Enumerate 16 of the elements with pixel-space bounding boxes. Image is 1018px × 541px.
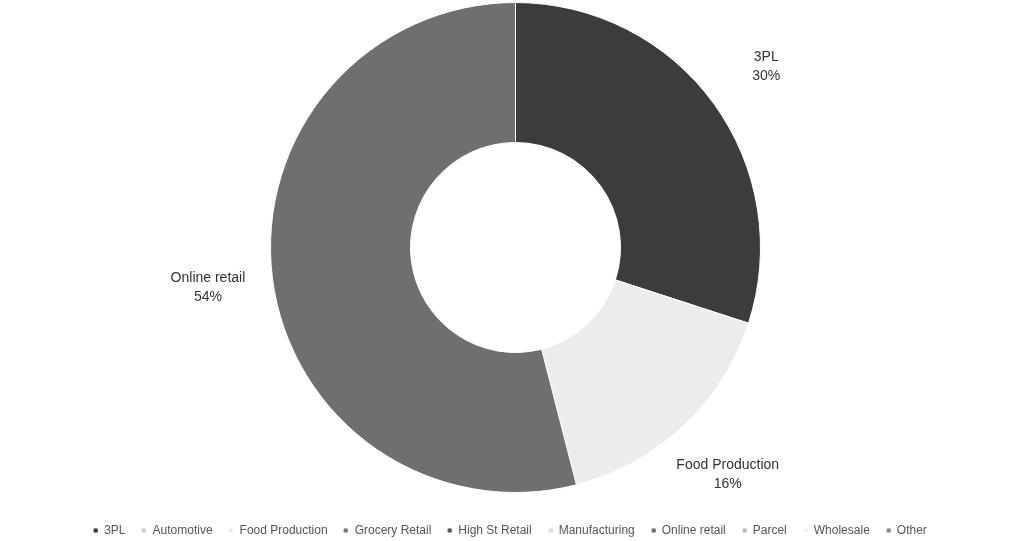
slice-label: Food Production [676,455,780,472]
data-label: 54% [193,287,222,304]
legend-label: Grocery Retail [354,523,432,537]
legend-label: Manufacturing [558,523,635,537]
slice-label: Online retail [170,268,246,285]
legend-label: 3PL [104,523,126,537]
legend-label: High St Retail [458,523,532,537]
legend-label: Online retail [661,523,726,537]
legend-label: Parcel [752,523,787,537]
data-label: 30% [752,66,781,83]
legend-label: Wholesale [813,523,870,537]
legend-label: Other [896,523,927,537]
legend-label: Food Production [239,523,328,537]
slice-label: 3PL [753,47,779,64]
data-label: 16% [713,475,742,492]
legend-label: Automotive [152,523,213,537]
